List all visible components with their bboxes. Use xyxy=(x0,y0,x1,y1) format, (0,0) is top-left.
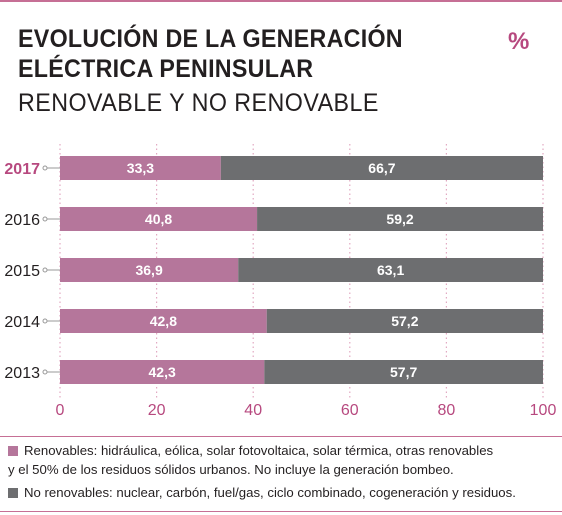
y-category-label: 2017 xyxy=(4,161,40,178)
bar-value-label: 33,3 xyxy=(127,160,154,176)
legend-non-renewable-label: No renovables: nuclear, carbón, fuel/gas… xyxy=(24,485,516,500)
y-category-label: 2013 xyxy=(4,365,40,382)
bar-value-label: 42,8 xyxy=(150,313,177,329)
x-axis-labels: 0 20 40 60 80 100 xyxy=(56,402,557,419)
chart-title: EVOLUCIÓN DE LA GENERACIÓN ELÉCTRICA PEN… xyxy=(18,24,403,84)
bar-value-label: 57,7 xyxy=(390,364,417,380)
title-line-2: ELÉCTRICA PENINSULAR xyxy=(18,55,314,83)
bar-value-label: 63,1 xyxy=(377,262,404,278)
bars: 33,3 66,7 40,8 59,2 36,9 63,1 42,8 57,2 42,3 57,7 xyxy=(60,156,544,384)
y-category-label: 2015 xyxy=(4,263,40,280)
stacked-bar-chart: 33,3 66,7 40,8 59,2 36,9 63,1 42,8 57,2 42,3 57,7… xyxy=(4,144,557,419)
bar-renewable xyxy=(60,309,267,333)
category-tick-dot xyxy=(42,318,48,324)
bar-renewable xyxy=(60,207,258,231)
category-tick-dot xyxy=(42,267,48,273)
bar-renewable xyxy=(60,156,221,180)
x-tick-label: 80 xyxy=(438,402,456,419)
unit-label: % xyxy=(508,28,530,55)
legend-item-non-renewable: No renovables: nuclear, carbón, fuel/gas… xyxy=(8,483,516,502)
bar-value-label: 59,2 xyxy=(386,211,413,227)
legend-item-renewable: Renovables: hidráulica, eólica, solar fo… xyxy=(8,441,493,479)
legend-swatch-renewable xyxy=(8,446,18,456)
bar-non-renewable xyxy=(266,309,543,333)
x-tick-label: 20 xyxy=(148,402,166,419)
legend-renewable-line1: Renovables: hidráulica, eólica, solar fo… xyxy=(24,443,494,458)
bar-value-label: 40,8 xyxy=(145,211,172,227)
bar-value-label: 66,7 xyxy=(368,160,395,176)
category-tick-dot xyxy=(42,369,48,375)
y-axis-labels: 2017 2016 2015 2014 2013 xyxy=(4,161,60,382)
category-tick-dot xyxy=(42,165,48,171)
x-tick-label: 100 xyxy=(530,402,557,419)
y-category-label: 2016 xyxy=(4,212,40,229)
top-accent-line xyxy=(0,0,562,2)
bar-value-label: 36,9 xyxy=(135,262,162,278)
legend-swatch-non-renewable xyxy=(8,488,18,498)
x-tick-label: 40 xyxy=(244,402,262,419)
bar-renewable xyxy=(60,360,265,384)
legend-bottom-divider xyxy=(0,511,562,512)
bar-renewable xyxy=(60,258,239,282)
bar-value-label: 42,3 xyxy=(149,364,176,380)
legend-renewable-line2: y el 50% de los residuos sólidos urbanos… xyxy=(8,462,454,477)
x-tick-label: 60 xyxy=(341,402,359,419)
chart-subtitle: RENOVABLE Y NO RENOVABLE xyxy=(18,89,379,117)
bar-value-label: 57,2 xyxy=(391,313,418,329)
title-line-1: EVOLUCIÓN DE LA GENERACIÓN xyxy=(18,25,403,53)
y-category-label: 2014 xyxy=(4,314,40,331)
bar-non-renewable xyxy=(238,258,544,282)
legend-top-divider xyxy=(0,436,562,437)
bar-non-renewable xyxy=(257,207,543,231)
bar-non-renewable xyxy=(264,360,543,384)
x-tick-label: 0 xyxy=(56,402,65,419)
category-tick-dot xyxy=(42,216,48,222)
bar-non-renewable xyxy=(220,156,544,180)
